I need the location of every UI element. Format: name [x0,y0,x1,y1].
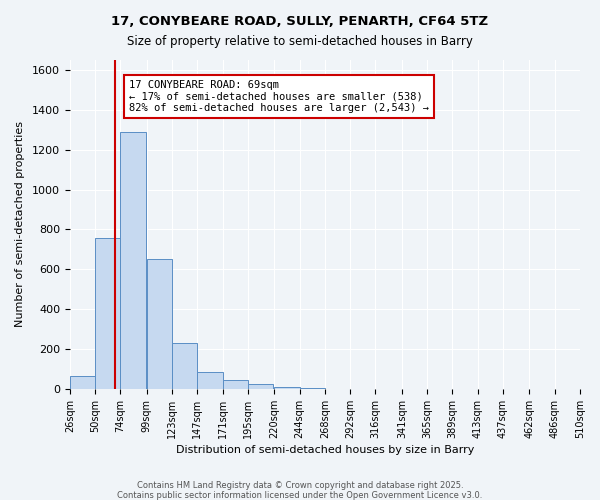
Bar [197,372,223,389]
Text: Contains public sector information licensed under the Open Government Licence v3: Contains public sector information licen… [118,491,482,500]
Bar [95,238,121,389]
Bar [121,132,146,389]
Bar [147,260,172,389]
Text: Size of property relative to semi-detached houses in Barry: Size of property relative to semi-detach… [127,35,473,48]
Bar [172,343,197,389]
X-axis label: Distribution of semi-detached houses by size in Barry: Distribution of semi-detached houses by … [176,445,474,455]
Bar [248,384,273,389]
Bar [274,387,299,389]
Text: 17, CONYBEARE ROAD, SULLY, PENARTH, CF64 5TZ: 17, CONYBEARE ROAD, SULLY, PENARTH, CF64… [112,15,488,28]
Bar [299,388,325,389]
Bar [70,376,95,389]
Y-axis label: Number of semi-detached properties: Number of semi-detached properties [15,122,25,328]
Text: 17 CONYBEARE ROAD: 69sqm
← 17% of semi-detached houses are smaller (538)
82% of : 17 CONYBEARE ROAD: 69sqm ← 17% of semi-d… [129,80,429,113]
Bar [223,380,248,389]
Text: Contains HM Land Registry data © Crown copyright and database right 2025.: Contains HM Land Registry data © Crown c… [137,481,463,490]
